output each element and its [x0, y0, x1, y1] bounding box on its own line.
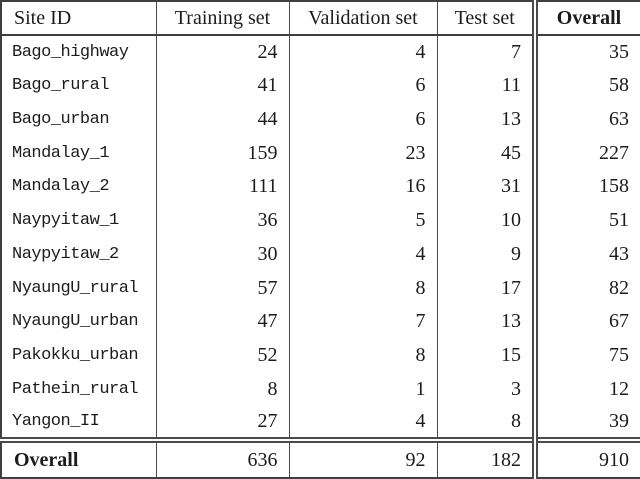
overall-cell: 51	[532, 203, 640, 238]
overall-cell: 158	[532, 170, 640, 204]
table-row: Naypyitaw_1 36 5 10 51	[1, 203, 640, 238]
training-cell: 27	[155, 406, 289, 440]
table-row: Bago_highway 24 4 7 35	[1, 35, 640, 69]
column-header-test-set: Test set	[436, 1, 535, 36]
footer-row: Overall 636 92 182 910	[1, 437, 640, 478]
validation-cell: 4	[288, 406, 437, 440]
header-row: Site ID Training set Validation set Test…	[1, 1, 640, 36]
test-cell: 17	[436, 271, 535, 305]
training-cell: 111	[155, 170, 289, 204]
validation-cell: 16	[288, 170, 437, 204]
overall-cell: 82	[532, 271, 640, 305]
test-cell: 15	[436, 338, 535, 373]
column-header-validation-set: Validation set	[288, 1, 437, 36]
overall-training-total: 636	[155, 437, 289, 478]
site-id-cell: NyaungU_urban	[12, 312, 139, 332]
test-cell: 9	[436, 237, 535, 272]
test-cell: 45	[436, 136, 535, 170]
validation-cell: 7	[288, 305, 437, 339]
validation-cell: 6	[288, 68, 437, 103]
training-cell: 30	[155, 237, 289, 272]
overall-test-total: 182	[436, 437, 535, 478]
table-row: Pathein_rural 8 1 3 12	[1, 372, 640, 407]
overall-cell: 12	[532, 372, 640, 407]
training-cell: 52	[155, 338, 289, 373]
table-row: Mandalay_2 111 16 31 158	[1, 170, 640, 204]
table-row: Mandalay_1 159 23 45 227	[1, 136, 640, 170]
test-cell: 13	[436, 102, 535, 137]
table-footer: Overall 636 92 182 910	[1, 437, 640, 478]
site-id-cell: Mandalay_1	[12, 143, 110, 163]
training-cell: 8	[155, 372, 289, 407]
test-cell: 31	[436, 170, 535, 204]
training-cell: 159	[155, 136, 289, 170]
validation-cell: 8	[288, 271, 437, 305]
table-row: Yangon_II 27 4 8 39	[1, 406, 640, 440]
site-id-cell: Bago_highway	[12, 42, 129, 62]
overall-cell: 227	[532, 136, 640, 170]
validation-cell: 1	[288, 372, 437, 407]
table-row: Bago_rural 41 6 11 58	[1, 68, 640, 103]
validation-cell: 23	[288, 136, 437, 170]
validation-cell: 8	[288, 338, 437, 373]
validation-cell: 6	[288, 102, 437, 137]
training-cell: 24	[155, 35, 289, 69]
overall-cell: 63	[532, 102, 640, 137]
validation-cell: 4	[288, 35, 437, 69]
table-row: Pakokku_urban 52 8 15 75	[1, 338, 640, 373]
validation-cell: 4	[288, 237, 437, 272]
overall-cell: 43	[532, 237, 640, 272]
overall-validation-total: 92	[288, 437, 437, 478]
validation-cell: 5	[288, 203, 437, 238]
column-header-site-id: Site ID	[1, 1, 156, 36]
training-cell: 57	[155, 271, 289, 305]
overall-grand-total: 910	[532, 437, 640, 478]
overall-cell: 67	[532, 305, 640, 339]
test-cell: 13	[436, 305, 535, 339]
table-body: Bago_highway 24 4 7 35 Bago_rural 41 6 1…	[1, 35, 640, 440]
column-header-overall: Overall	[532, 1, 640, 36]
test-cell: 10	[436, 203, 535, 238]
overall-cell: 39	[532, 406, 640, 440]
site-id-cell: NyaungU_rural	[12, 278, 139, 298]
table-header: Site ID Training set Validation set Test…	[1, 1, 640, 36]
training-cell: 47	[155, 305, 289, 339]
test-cell: 8	[436, 406, 535, 440]
test-cell: 7	[436, 35, 535, 69]
site-id-cell: Yangon_II	[12, 412, 100, 432]
table-row: NyaungU_urban 47 7 13 67	[1, 305, 640, 339]
table-row: NyaungU_rural 57 8 17 82	[1, 271, 640, 305]
overall-cell: 35	[532, 35, 640, 69]
test-cell: 11	[436, 68, 535, 103]
site-id-cell: Bago_rural	[12, 76, 110, 96]
overall-cell: 58	[532, 68, 640, 103]
overall-row-label: Overall	[1, 437, 156, 478]
table-row: Bago_urban 44 6 13 63	[1, 102, 640, 137]
site-id-cell: Pathein_rural	[12, 379, 139, 399]
test-cell: 3	[436, 372, 535, 407]
training-cell: 44	[155, 102, 289, 137]
table-row: Naypyitaw_2 30 4 9 43	[1, 237, 640, 272]
training-cell: 41	[155, 68, 289, 103]
site-id-cell: Bago_urban	[12, 109, 110, 129]
overall-cell: 75	[532, 338, 640, 373]
site-id-cell: Pakokku_urban	[12, 346, 139, 366]
training-cell: 36	[155, 203, 289, 238]
site-id-cell: Mandalay_2	[12, 177, 110, 197]
column-header-training-set: Training set	[155, 1, 289, 36]
site-id-cell: Naypyitaw_2	[12, 244, 119, 264]
site-id-cell: Naypyitaw_1	[12, 211, 119, 231]
